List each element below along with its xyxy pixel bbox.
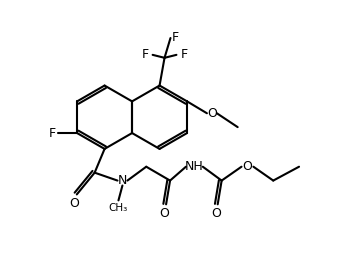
Text: NH: NH [184, 160, 203, 173]
Text: O: O [211, 207, 221, 220]
Text: F: F [49, 127, 56, 140]
Text: F: F [142, 48, 149, 61]
Text: O: O [207, 107, 217, 120]
Text: O: O [242, 160, 252, 173]
Text: F: F [172, 30, 179, 43]
Text: F: F [181, 48, 188, 61]
Text: N: N [118, 174, 127, 187]
Text: O: O [69, 197, 79, 210]
Text: O: O [159, 207, 169, 220]
Text: CH₃: CH₃ [109, 203, 128, 213]
